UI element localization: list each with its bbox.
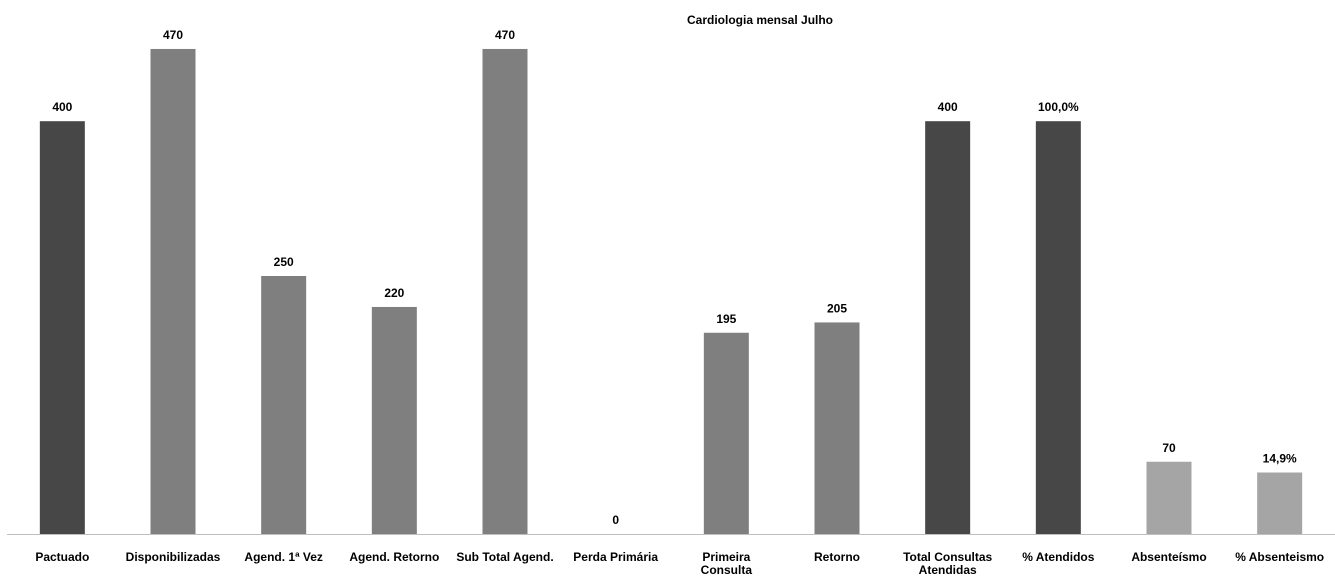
x-tick-label: Retorno xyxy=(814,550,860,564)
data-label: 100,0% xyxy=(1038,100,1079,114)
x-tick-label: Agend. 1ª Vez xyxy=(244,550,322,564)
bar xyxy=(1146,461,1192,534)
bar xyxy=(261,276,307,534)
bar xyxy=(39,121,85,534)
bar xyxy=(371,306,417,534)
data-label: 400 xyxy=(938,100,958,114)
data-label: 195 xyxy=(716,312,736,326)
bar xyxy=(925,121,971,534)
x-tick-label: Sub Total Agend. xyxy=(456,550,553,564)
bar xyxy=(482,48,528,535)
data-label: 250 xyxy=(274,255,294,269)
x-tick-label: Total Consultas Atendidas xyxy=(903,550,992,577)
x-tick-label: Primeira Consulta xyxy=(701,550,753,577)
x-tick-label: Perda Primária xyxy=(573,550,658,564)
bar xyxy=(1257,472,1303,534)
data-label: 470 xyxy=(163,28,183,42)
bar xyxy=(150,48,196,535)
data-label: 205 xyxy=(827,301,847,315)
x-tick-label: Pactuado xyxy=(35,550,89,564)
x-tick-label: % Absenteismo xyxy=(1235,550,1324,564)
bar xyxy=(814,322,860,534)
x-tick-label: Absenteísmo xyxy=(1131,550,1206,564)
data-label: 0 xyxy=(612,513,619,527)
data-label: 220 xyxy=(384,286,404,300)
data-label: 400 xyxy=(52,100,72,114)
data-label: 470 xyxy=(495,28,515,42)
x-tick-label: % Atendidos xyxy=(1022,550,1095,564)
bar xyxy=(1035,121,1081,534)
x-tick-label: Agend. Retorno xyxy=(349,550,439,564)
chart-title: Cardiologia mensal Julho xyxy=(687,13,833,27)
data-label: 14,9% xyxy=(1263,451,1297,465)
bar xyxy=(703,332,749,534)
x-tick-label: Disponibilizadas xyxy=(126,550,221,564)
data-label: 70 xyxy=(1162,441,1176,455)
